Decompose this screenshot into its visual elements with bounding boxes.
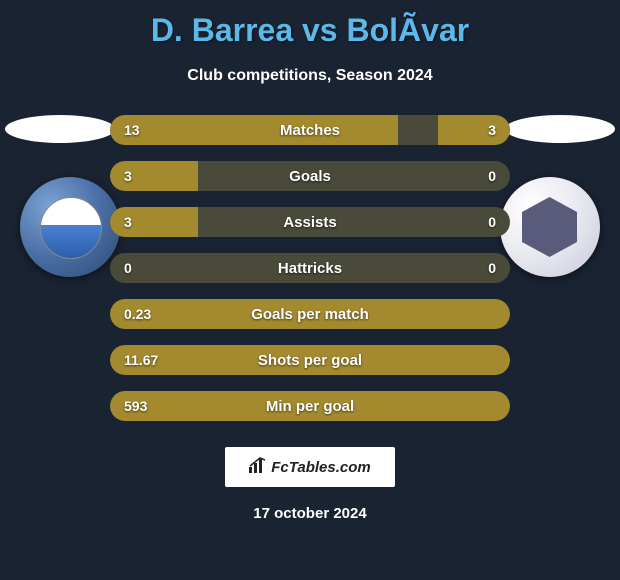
stat-label: Matches (110, 122, 510, 139)
stat-row: 133Matches (110, 115, 510, 145)
stat-label: Assists (110, 214, 510, 231)
left-team-badge (20, 177, 120, 277)
stat-bars: 133Matches 30Goals 30Assists 00Hattricks 0.2… (110, 115, 510, 437)
stat-label: Min per goal (110, 398, 510, 415)
left-oval-decoration (5, 115, 115, 143)
stat-label: Hattricks (110, 260, 510, 277)
stat-row: 11.67Shots per goal (110, 345, 510, 375)
brand-logo: FcTables.com (225, 447, 395, 487)
stat-row: 30Assists (110, 207, 510, 237)
comparison-area: 133Matches 30Goals 30Assists 00Hattricks 0.2… (0, 115, 620, 435)
subtitle: Club competitions, Season 2024 (0, 67, 620, 85)
stat-row: 00Hattricks (110, 253, 510, 283)
stat-label: Goals per match (110, 306, 510, 323)
right-team-badge (500, 177, 600, 277)
stat-label: Goals (110, 168, 510, 185)
footer-date: 17 october 2024 (0, 505, 620, 522)
stat-row: 593Min per goal (110, 391, 510, 421)
chart-icon (249, 457, 267, 477)
stat-label: Shots per goal (110, 352, 510, 369)
brand-text: FcTables.com (271, 459, 370, 476)
page-title: D. Barrea vs BolÃ­var (0, 0, 620, 49)
stat-row: 0.23Goals per match (110, 299, 510, 329)
right-oval-decoration (505, 115, 615, 143)
stat-row: 30Goals (110, 161, 510, 191)
